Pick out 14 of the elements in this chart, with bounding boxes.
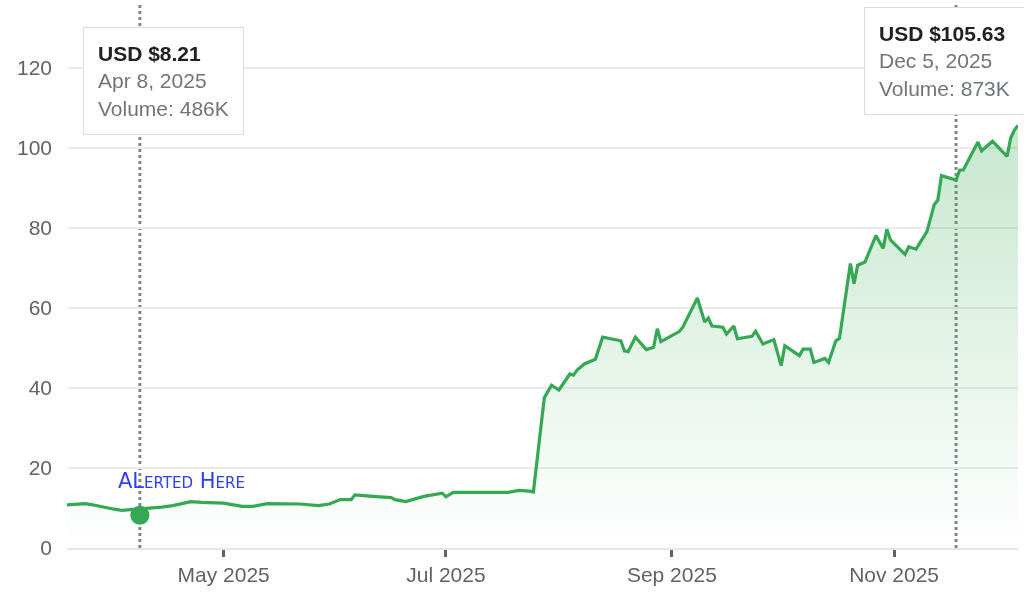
y-tick-label: 80 [28,216,52,240]
y-tick-label: 0 [40,536,52,560]
x-tick-label: May 2025 [177,563,270,587]
annotation: USD $105.63 Dec 5, 2025 Volume: 873K [879,22,1010,100]
y-tick-label: 20 [28,456,52,480]
y-tick-label: 40 [28,376,52,400]
annotation: USD $8.21 Apr 8, 2025 Volume: 486K [98,42,229,120]
y-tick-label: 120 [16,56,52,80]
annotation: ALerted Here [118,469,245,493]
x-tick-label: Jul 2025 [406,563,486,587]
x-tick-label: Nov 2025 [849,563,940,587]
y-tick-label: 60 [28,296,52,320]
x-tick-label: Sep 2025 [626,563,717,587]
y-tick-label: 100 [16,136,52,160]
